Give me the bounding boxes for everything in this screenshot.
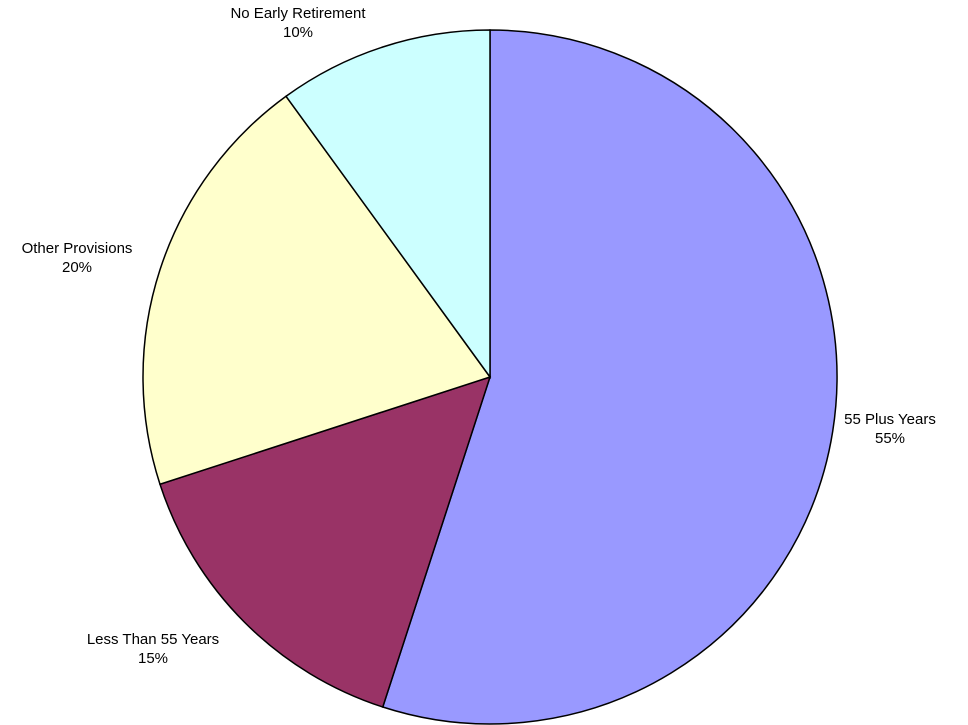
slice-label-percent: 20%: [62, 259, 92, 276]
pie-slice-less-than-55-years: [159, 375, 492, 708]
slice-label-no-early-retirement: No Early Retirement 10%: [230, 5, 366, 41]
slice-label-less-than-55-years: Less Than 55 Years 15%: [87, 631, 219, 667]
slice-label-other-provisions: Other Provisions 20%: [22, 240, 133, 276]
slice-label-percent: 55%: [875, 430, 905, 447]
labels-layer: 55 Plus Years 55% Less Than 55 Years 15% Oth…: [22, 5, 936, 667]
slice-label-name: Other Provisions: [22, 240, 133, 257]
slice-label-percent: 10%: [283, 24, 313, 41]
slice-label-name: 55 Plus Years: [844, 411, 936, 428]
pie-slice-other-provisions: [142, 95, 492, 486]
pie-slice-no-early-retirement: [284, 29, 491, 380]
slices-layer: [142, 29, 838, 725]
slice-label-name: No Early Retirement: [230, 5, 366, 22]
slice-label-55-plus-years: 55 Plus Years 55%: [844, 411, 936, 447]
pie-slice-55-plus-years: [381, 29, 838, 725]
slice-label-percent: 15%: [138, 650, 168, 667]
slice-label-name: Less Than 55 Years: [87, 631, 219, 648]
